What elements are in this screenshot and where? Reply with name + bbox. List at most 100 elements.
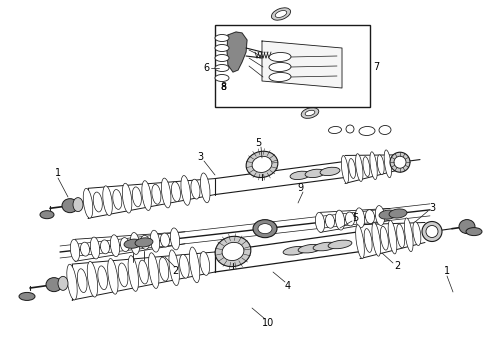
- Ellipse shape: [108, 258, 118, 294]
- Ellipse shape: [388, 220, 397, 254]
- Ellipse shape: [98, 266, 107, 290]
- Ellipse shape: [171, 228, 180, 250]
- Text: 5: 5: [255, 138, 261, 148]
- Ellipse shape: [422, 221, 442, 242]
- Ellipse shape: [80, 242, 90, 256]
- Ellipse shape: [40, 211, 54, 219]
- Ellipse shape: [379, 126, 391, 135]
- Text: 7: 7: [373, 62, 379, 72]
- Ellipse shape: [150, 230, 160, 252]
- Ellipse shape: [19, 292, 35, 301]
- Text: 6: 6: [203, 63, 209, 73]
- Ellipse shape: [396, 224, 405, 248]
- Ellipse shape: [269, 72, 291, 81]
- Ellipse shape: [275, 10, 287, 18]
- Ellipse shape: [179, 255, 189, 278]
- Ellipse shape: [379, 210, 397, 219]
- Ellipse shape: [413, 222, 421, 246]
- Ellipse shape: [172, 182, 180, 202]
- Ellipse shape: [58, 276, 68, 291]
- Ellipse shape: [342, 156, 349, 183]
- Text: 5: 5: [352, 213, 358, 223]
- Text: 1: 1: [444, 266, 450, 276]
- Ellipse shape: [364, 229, 372, 252]
- Polygon shape: [227, 32, 247, 72]
- Text: 10: 10: [262, 318, 274, 328]
- Ellipse shape: [426, 225, 438, 238]
- Text: 2: 2: [172, 266, 178, 276]
- Text: 8: 8: [220, 82, 226, 92]
- Ellipse shape: [335, 210, 344, 230]
- Ellipse shape: [271, 8, 291, 20]
- Ellipse shape: [93, 192, 102, 212]
- Ellipse shape: [215, 54, 229, 62]
- Ellipse shape: [189, 247, 200, 283]
- Ellipse shape: [215, 64, 229, 72]
- Text: 2: 2: [394, 261, 400, 271]
- Ellipse shape: [215, 236, 251, 267]
- Ellipse shape: [161, 178, 171, 208]
- Ellipse shape: [130, 233, 140, 255]
- Ellipse shape: [191, 179, 200, 199]
- Ellipse shape: [110, 235, 120, 257]
- Ellipse shape: [135, 238, 153, 247]
- Ellipse shape: [313, 242, 337, 251]
- Ellipse shape: [139, 260, 148, 284]
- Ellipse shape: [290, 171, 310, 180]
- Ellipse shape: [346, 125, 354, 133]
- Ellipse shape: [390, 152, 410, 172]
- Ellipse shape: [215, 75, 229, 81]
- Ellipse shape: [375, 206, 385, 225]
- Ellipse shape: [305, 169, 325, 177]
- Ellipse shape: [377, 155, 384, 175]
- Ellipse shape: [283, 247, 307, 255]
- Ellipse shape: [466, 228, 482, 235]
- Ellipse shape: [181, 176, 191, 205]
- Ellipse shape: [269, 53, 291, 62]
- Ellipse shape: [316, 212, 324, 232]
- Ellipse shape: [132, 187, 142, 207]
- Ellipse shape: [301, 108, 319, 118]
- Ellipse shape: [103, 186, 112, 216]
- Ellipse shape: [355, 208, 365, 228]
- Text: 8: 8: [220, 82, 226, 91]
- Ellipse shape: [222, 242, 244, 261]
- Bar: [215, 25, 370, 107]
- Polygon shape: [262, 41, 342, 88]
- Ellipse shape: [142, 181, 151, 211]
- Ellipse shape: [83, 188, 93, 218]
- Ellipse shape: [459, 220, 475, 234]
- Ellipse shape: [67, 264, 77, 300]
- Ellipse shape: [305, 110, 315, 116]
- Ellipse shape: [169, 250, 179, 285]
- Ellipse shape: [71, 239, 80, 261]
- Text: 4: 4: [285, 281, 291, 291]
- Ellipse shape: [87, 261, 98, 297]
- Ellipse shape: [359, 126, 375, 135]
- Text: 3: 3: [429, 203, 435, 213]
- Ellipse shape: [128, 256, 139, 291]
- Ellipse shape: [325, 214, 335, 228]
- Ellipse shape: [62, 199, 78, 213]
- Ellipse shape: [394, 156, 406, 168]
- Text: 3: 3: [197, 152, 203, 162]
- Ellipse shape: [148, 253, 159, 288]
- Ellipse shape: [345, 212, 355, 226]
- Ellipse shape: [298, 244, 322, 253]
- Ellipse shape: [200, 252, 210, 275]
- Ellipse shape: [269, 63, 291, 72]
- Ellipse shape: [77, 269, 87, 293]
- Ellipse shape: [46, 278, 62, 292]
- Ellipse shape: [356, 225, 365, 258]
- Ellipse shape: [122, 183, 132, 213]
- Ellipse shape: [258, 224, 272, 234]
- Ellipse shape: [215, 35, 229, 41]
- Ellipse shape: [200, 173, 210, 203]
- Text: 1: 1: [55, 168, 61, 178]
- Ellipse shape: [160, 233, 170, 247]
- Ellipse shape: [328, 240, 352, 249]
- Text: 9: 9: [297, 183, 303, 193]
- Ellipse shape: [366, 210, 374, 224]
- Ellipse shape: [370, 152, 377, 180]
- Ellipse shape: [152, 184, 161, 204]
